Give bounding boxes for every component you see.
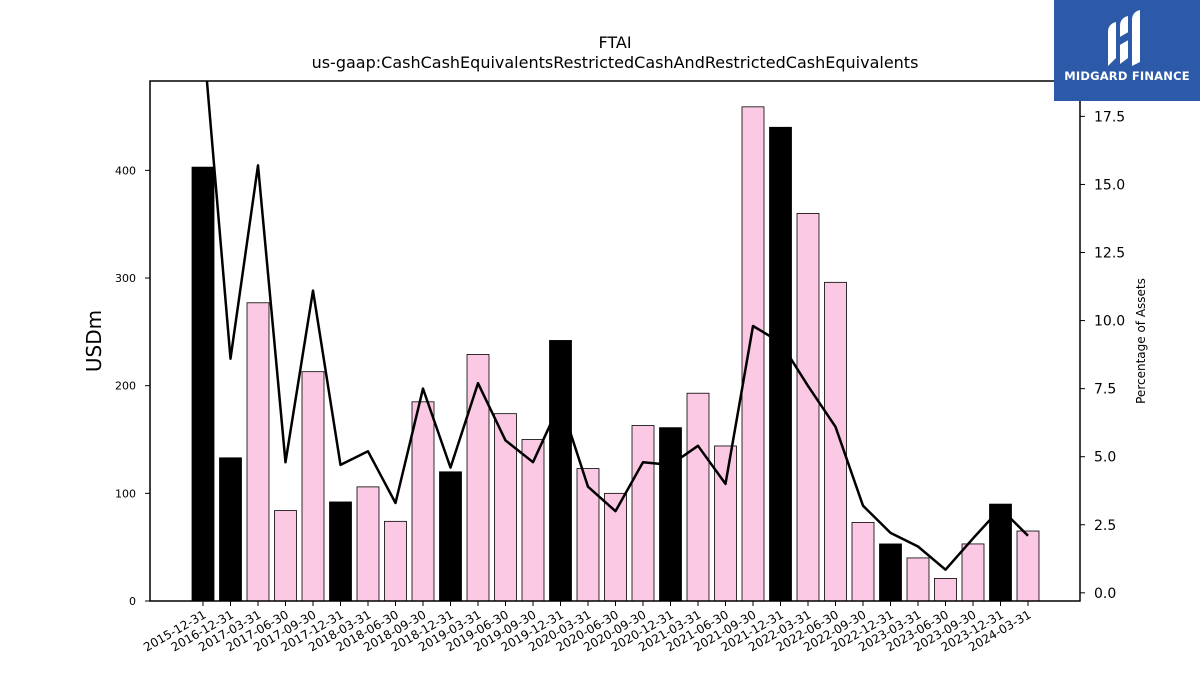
bar: [796, 213, 820, 602]
bar: [879, 543, 902, 602]
y2-tick-label: 2.5: [1094, 518, 1116, 534]
bar: [246, 302, 270, 602]
y2-tick-label: 17.5: [1094, 109, 1125, 125]
x-axis: 2015-12-312016-12-312017-03-312017-06-30…: [141, 601, 1034, 654]
y2-tick-label: 10.0: [1094, 314, 1125, 330]
bar: [411, 401, 435, 602]
bar: [549, 340, 572, 602]
brand-logo: MIDGARD FINANCE: [1054, 0, 1200, 101]
bar: [301, 371, 325, 602]
y-axis-label: USDm: [82, 310, 106, 372]
bar: [769, 126, 792, 602]
bar: [356, 486, 380, 602]
y-axis-right: 0.0 2.5 5.0 7.5 10.0 12.5 15.0 17.5: [1080, 109, 1125, 602]
bar: [384, 520, 407, 602]
bar: [191, 166, 215, 602]
bar: [851, 522, 875, 602]
y2-axis-label: Percentage of Assets: [1134, 278, 1148, 404]
y2-tick-label: 5.0: [1094, 450, 1116, 466]
y-tick-label: 400: [115, 164, 136, 177]
bar-series: [191, 106, 1040, 602]
line-series: [205, 81, 1029, 571]
bar: [1016, 530, 1040, 602]
bar: [466, 354, 490, 602]
y2-tick-label: 12.5: [1094, 246, 1125, 262]
bar: [631, 425, 655, 602]
bar: [439, 471, 462, 602]
y-tick-label: 0: [129, 595, 136, 608]
bar: [686, 392, 710, 602]
bar: [741, 106, 765, 602]
logo-text: MIDGARD FINANCE: [1064, 69, 1190, 83]
bar: [274, 510, 297, 602]
bar: [714, 445, 737, 602]
chart-subtitle: us-gaap:CashCashEquivalentsRestrictedCas…: [312, 53, 919, 72]
y-tick-label: 300: [115, 272, 136, 285]
bar: [659, 427, 682, 602]
bar: [824, 281, 847, 602]
bar: [219, 457, 242, 602]
y-tick-label: 200: [115, 380, 136, 393]
y2-tick-label: 7.5: [1094, 382, 1116, 398]
bar: [329, 501, 352, 602]
y2-tick-label: 15.0: [1094, 177, 1125, 193]
bar: [521, 439, 545, 602]
bar: [934, 577, 957, 602]
percentage-line: [205, 81, 1029, 571]
bar: [576, 468, 600, 602]
bar: [961, 543, 985, 602]
bar: [906, 557, 930, 602]
chart-title: FTAI: [598, 33, 631, 52]
y-axis-left: 0 100 200 300 400: [115, 164, 150, 608]
midgard-logo-icon: [1108, 10, 1140, 66]
y-tick-label: 100: [115, 487, 136, 500]
y2-tick-label: 0.0: [1094, 586, 1116, 602]
